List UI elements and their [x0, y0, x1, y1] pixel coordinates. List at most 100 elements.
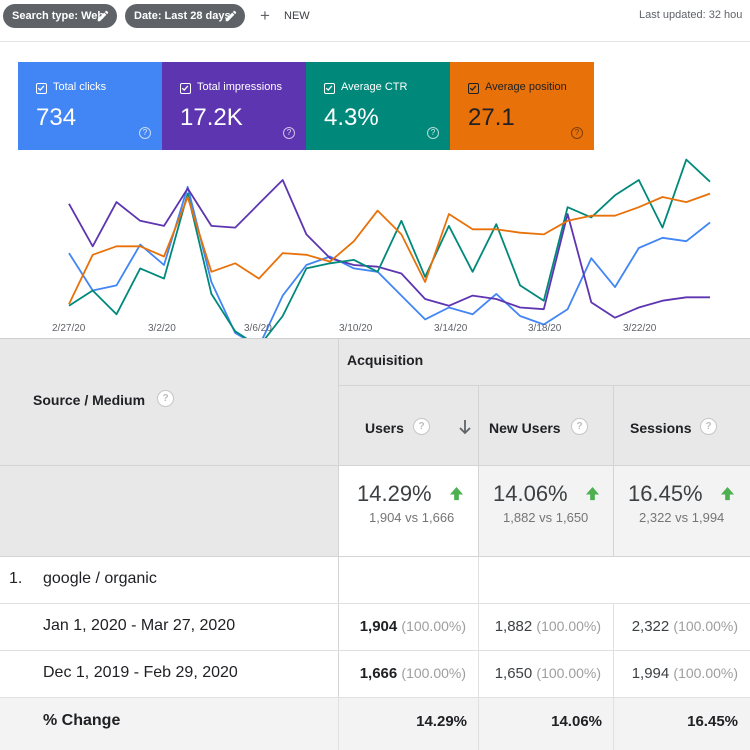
arrow-up-icon — [720, 486, 735, 501]
column-label: Users — [365, 420, 404, 436]
metric-tile-total-clicks[interactable]: Total clicks 734? — [18, 62, 162, 150]
series-line-average-position — [68, 192, 711, 305]
date-range-label: Date: Last 28 days — [134, 10, 231, 22]
series-line-average-ctr — [68, 158, 711, 338]
help-icon[interactable]: ? — [157, 390, 174, 407]
performance-line-chart — [68, 158, 711, 338]
divider — [0, 697, 750, 698]
totals-new-users-cell: 14.06% 1,882 vs 1,650 — [479, 466, 613, 556]
group-header-cell: Acquisition — [339, 339, 750, 385]
sessions-change: 16.45% — [687, 713, 738, 730]
arrow-up-icon — [449, 486, 464, 501]
totals-sessions-cell: 16.45% 2,322 vs 1,994 — [614, 466, 750, 556]
sessions-value: 1,994 (100.00%) — [631, 665, 738, 682]
totals-percent: 14.06% — [493, 481, 568, 506]
dimension-header: Source / Medium — [33, 392, 146, 408]
totals-percent: 16.45% — [628, 481, 703, 506]
acquisition-table: Source / Medium ? Acquisition Users ? Ne… — [0, 338, 750, 750]
help-icon[interactable]: ? — [413, 418, 430, 435]
period-label: Dec 1, 2019 - Feb 29, 2020 — [43, 664, 238, 681]
divider — [478, 557, 479, 603]
metric-label: Total clicks — [53, 81, 107, 93]
users-value: 1,904 (100.00%) — [359, 618, 466, 635]
table-row[interactable]: 1. google / organic — [0, 557, 338, 603]
totals-compare: 2,322 vs 1,994 — [639, 510, 725, 525]
checkbox-icon[interactable] — [36, 83, 47, 94]
totals-label-cell — [0, 466, 338, 556]
metric-tile-average-ctr[interactable]: Average CTR 4.3%? — [306, 62, 450, 150]
checkbox-icon[interactable] — [180, 83, 191, 94]
x-tick-label: 3/10/20 — [339, 323, 373, 334]
sessions-value: 2,322 (100.00%) — [631, 618, 738, 635]
row-dimension-link[interactable]: google / organic — [43, 570, 157, 587]
x-tick-label: 2/27/20 — [52, 323, 86, 334]
divider — [0, 603, 750, 604]
divider — [0, 650, 750, 651]
divider — [613, 466, 614, 556]
performance-card: Total clicks 734? Total impressions 17.2K? A… — [18, 62, 750, 338]
last-updated-text: Last updated: 32 hou — [639, 9, 743, 21]
pencil-icon — [97, 10, 109, 22]
help-icon[interactable]: ? — [571, 127, 583, 139]
metric-value: 17.2K — [180, 104, 243, 131]
metric-value: 734 — [36, 104, 77, 131]
column-header-new-users[interactable]: New Users ? — [479, 386, 613, 465]
x-tick-label: 3/22/20 — [623, 323, 657, 334]
metric-tile-total-impressions[interactable]: Total impressions 17.2K? — [162, 62, 306, 150]
plus-icon: + — [260, 6, 270, 25]
series-line-total-clicks — [68, 185, 711, 338]
filter-bar: Search type: Web Date: Last 28 days + NE… — [0, 0, 750, 40]
metric-label: Average position — [485, 81, 567, 93]
change-label: % Change — [43, 712, 121, 729]
help-icon[interactable]: ? — [139, 127, 151, 139]
search-type-chip[interactable]: Search type: Web — [3, 4, 117, 28]
period-label: Jan 1, 2020 - Mar 27, 2020 — [43, 617, 236, 634]
divider — [339, 385, 750, 386]
x-tick-label: 3/18/20 — [528, 323, 562, 334]
table-row: Dec 1, 2019 - Feb 29, 2020 1,666 (100.00… — [0, 651, 750, 697]
divider — [478, 466, 479, 556]
divider — [338, 698, 339, 750]
help-icon[interactable]: ? — [700, 418, 717, 435]
column-header-users[interactable]: Users ? — [339, 386, 478, 465]
totals-compare: 1,882 vs 1,650 — [503, 510, 589, 525]
divider — [478, 386, 479, 465]
column-header-sessions[interactable]: Sessions ? — [614, 386, 750, 465]
change-row: % Change 14.29% 14.06% 16.45% — [0, 698, 750, 750]
help-icon[interactable]: ? — [571, 418, 588, 435]
series-line-total-impressions — [68, 179, 710, 319]
search-type-label: Search type: Web — [12, 10, 105, 22]
table-row: Jan 1, 2020 - Mar 27, 2020 1,904 (100.00… — [0, 604, 750, 650]
totals-percent: 14.29% — [357, 481, 432, 506]
x-tick-label: 3/6/20 — [244, 323, 272, 334]
metric-label: Average CTR — [341, 81, 408, 93]
column-label: Sessions — [630, 420, 692, 436]
divider — [478, 604, 479, 750]
checkbox-icon[interactable] — [324, 83, 335, 94]
arrow-up-icon — [585, 486, 600, 501]
new-users-change: 14.06% — [551, 713, 602, 730]
pencil-icon — [225, 10, 237, 22]
date-range-chip[interactable]: Date: Last 28 days — [125, 4, 245, 28]
totals-users-cell: 14.29% 1,904 vs 1,666 — [339, 466, 478, 556]
metric-tile-average-position[interactable]: Average position 27.1? — [450, 62, 594, 150]
dimension-header-cell: Source / Medium ? — [0, 339, 338, 465]
help-icon[interactable]: ? — [283, 127, 295, 139]
acquisition-header: Acquisition — [347, 352, 424, 368]
new-filter-label: NEW — [284, 10, 310, 22]
divider — [613, 604, 614, 750]
divider — [613, 386, 614, 465]
new-users-value: 1,882 (100.00%) — [494, 618, 601, 635]
arrow-down-icon[interactable] — [459, 419, 471, 435]
help-icon[interactable]: ? — [427, 127, 439, 139]
divider — [0, 556, 750, 557]
column-label: New Users — [489, 420, 561, 436]
totals-compare: 1,904 vs 1,666 — [369, 510, 455, 525]
row-index: 1. — [9, 570, 23, 587]
metric-value: 27.1 — [468, 104, 515, 131]
divider — [0, 41, 750, 42]
checkbox-icon[interactable] — [468, 83, 479, 94]
metric-value: 4.3% — [324, 104, 379, 131]
metric-label: Total impressions — [197, 81, 282, 93]
users-value: 1,666 (100.00%) — [359, 665, 466, 682]
